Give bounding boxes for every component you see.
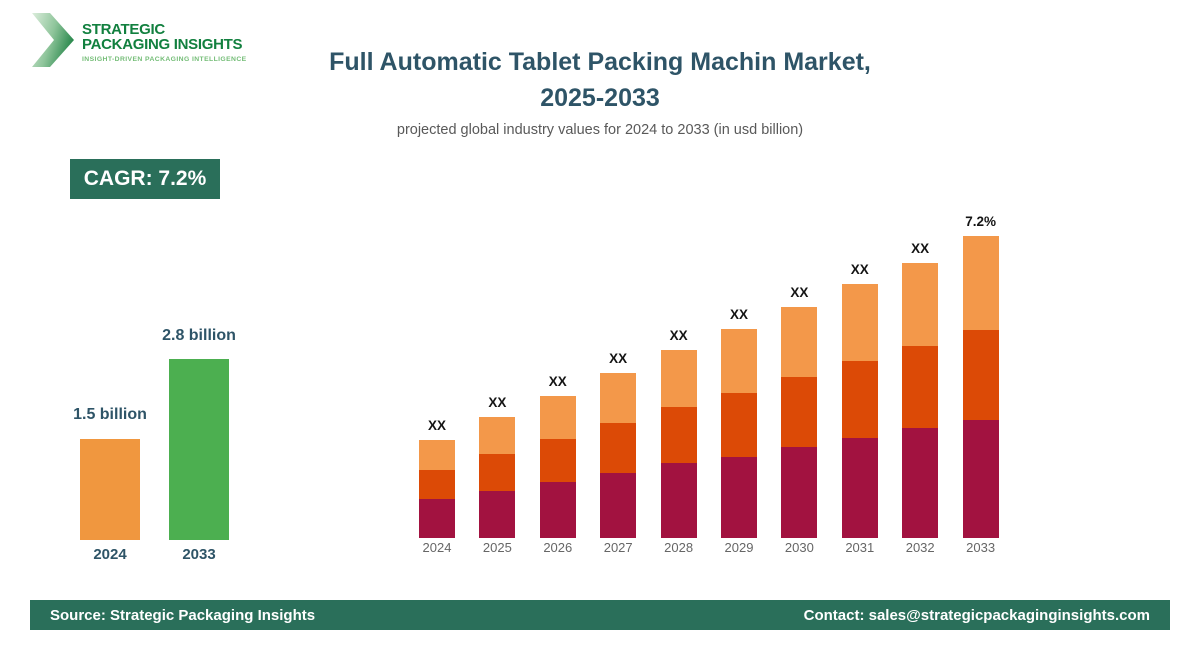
bar-value-label-2032: XX <box>911 241 930 256</box>
top-segment-2025 <box>479 417 516 454</box>
x-axis-label-2031: 2031 <box>845 540 875 555</box>
stacked-bar-2029 <box>721 329 757 538</box>
bar-value-label-2025: XX <box>488 395 507 410</box>
bar-value-label-2026: XX <box>548 374 567 389</box>
middle-segment-2025 <box>479 454 516 491</box>
highlight-value-2024: 1.5 billion <box>73 406 147 423</box>
main-chart: XX 2024 XX 2025 XX 2026 XX 2027 XX 2028 XX 2029 XX 20… <box>400 195 1020 560</box>
x-axis-label-2026: 2026 <box>543 540 573 555</box>
stacked-bar-2033 <box>962 236 999 538</box>
x-axis-label-2028: 2028 <box>664 540 694 555</box>
highlight-value-2033: 2.8 billion <box>162 327 236 344</box>
logo-tagline: INSIGHT-DRIVEN PACKAGING INTELLIGENCE <box>82 56 247 63</box>
footer-source: Source: Strategic Packaging Insights <box>50 606 316 624</box>
x-axis-label-2033: 2033 <box>966 540 996 555</box>
logo-name-line2: PACKAGING INSIGHTS <box>82 36 243 53</box>
top-segment-2024 <box>419 440 455 470</box>
logo: STRATEGIC PACKAGING INSIGHTS INSIGHT-DRI… <box>30 13 247 67</box>
logo-name-line1: STRATEGIC <box>82 21 165 38</box>
stacked-bar-2028 <box>660 350 697 538</box>
bar-value-label-2033: 7.2% <box>965 214 996 229</box>
top-segment-2030 <box>781 307 818 377</box>
middle-segment-2024 <box>419 470 455 499</box>
footer-bar: Source: Strategic Packaging Insights Con… <box>30 600 1170 630</box>
bar-value-label-2024: XX <box>427 418 446 433</box>
middle-segment-2027 <box>600 423 637 473</box>
x-axis-label-2029: 2029 <box>724 540 754 555</box>
top-segment-2031 <box>841 284 878 361</box>
stacked-bar-2024 <box>419 440 455 538</box>
bottom-segment-2029 <box>721 457 757 538</box>
middle-segment-2031 <box>841 361 878 438</box>
middle-segment-2032 <box>902 346 939 428</box>
page-title-line2: 2025-2033 <box>540 84 660 112</box>
bottom-segment-2024 <box>419 499 455 538</box>
middle-segment-2033 <box>962 330 999 420</box>
x-axis-label-2032: 2032 <box>905 540 935 555</box>
bottom-segment-2025 <box>479 491 516 538</box>
bottom-segment-2026 <box>539 482 576 538</box>
stacked-bar-2026 <box>539 396 576 538</box>
stacked-bar-2031 <box>841 284 878 538</box>
page-title-line1: Full Automatic Tablet Packing Machin Mar… <box>329 48 871 76</box>
x-axis-label-2030: 2030 <box>784 540 814 555</box>
x-axis-label-2024: 2024 <box>422 540 452 555</box>
bottom-segment-2028 <box>660 463 697 538</box>
top-segment-2029 <box>721 329 757 393</box>
bottom-segment-2032 <box>902 428 939 538</box>
highlight-year-2024: 2024 <box>93 546 127 563</box>
bottom-segment-2033 <box>962 420 999 538</box>
bar-value-label-2027: XX <box>609 351 628 366</box>
stacked-bar-2027 <box>600 373 637 538</box>
bar-value-label-2031: XX <box>850 262 869 277</box>
stacked-bar-2032 <box>902 263 939 538</box>
top-segment-2028 <box>660 350 697 407</box>
bar-value-label-2030: XX <box>790 285 809 300</box>
stacked-bar-2025 <box>479 417 516 538</box>
top-segment-2026 <box>539 396 576 439</box>
highlight-bar-2024 <box>80 439 140 540</box>
footer-contact: Contact: sales@strategicpackaginginsight… <box>803 606 1150 624</box>
x-axis-label-2025: 2025 <box>482 540 512 555</box>
bar-value-label-2028: XX <box>669 328 688 343</box>
bottom-segment-2027 <box>600 473 637 538</box>
top-segment-2027 <box>600 373 637 423</box>
middle-segment-2026 <box>539 439 576 482</box>
title-block: Full Automatic Tablet Packing Machin Mar… <box>200 44 1000 138</box>
bottom-segment-2031 <box>841 438 878 538</box>
middle-segment-2029 <box>721 393 757 457</box>
top-segment-2033 <box>962 236 999 330</box>
top-segment-2032 <box>902 263 939 346</box>
stacked-bar-2030 <box>781 307 818 538</box>
highlight-year-2033: 2033 <box>182 546 216 563</box>
highlight-bar-2033 <box>169 359 229 540</box>
middle-segment-2030 <box>781 377 818 447</box>
bar-value-label-2029: XX <box>729 307 748 322</box>
bottom-segment-2030 <box>781 447 818 538</box>
page-subtitle: projected global industry values for 202… <box>396 122 804 138</box>
cagr-badge: CAGR: 7.2% <box>70 159 220 199</box>
x-axis-label-2027: 2027 <box>603 540 633 555</box>
logo-text: STRATEGIC PACKAGING INSIGHTS INSIGHT-DRI… <box>82 13 247 67</box>
middle-segment-2028 <box>660 407 697 463</box>
chevron-arrow-icon <box>32 13 74 67</box>
